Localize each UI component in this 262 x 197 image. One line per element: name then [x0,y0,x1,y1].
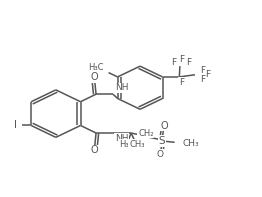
Text: O: O [91,72,99,82]
Text: F: F [172,58,177,67]
Text: O: O [91,145,99,155]
Text: CH₂: CH₂ [138,128,154,138]
Text: F: F [186,58,191,67]
Text: O: O [160,121,168,131]
Text: I: I [14,121,17,130]
Text: NH: NH [115,84,128,92]
Text: CH₃: CH₃ [129,140,145,149]
Text: H₃C: H₃C [88,63,103,72]
Text: F: F [179,78,184,87]
Text: F: F [200,66,205,74]
Text: F: F [205,70,210,79]
Text: H₃C: H₃C [119,140,134,149]
Text: F: F [200,75,205,84]
Text: F: F [179,55,184,63]
Text: CH₃: CH₃ [182,139,199,148]
Text: NH: NH [115,134,128,143]
Text: O: O [157,150,163,159]
Text: S: S [159,136,166,146]
